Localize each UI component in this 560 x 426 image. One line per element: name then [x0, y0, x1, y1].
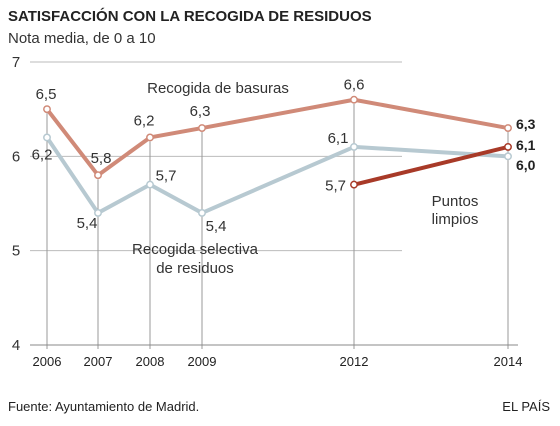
- data-labels: 6,5 5,8 6,2 6,3 6,6 6,2 5,4 5,7 5,4 6,1 5,7 6,3 6,1 6…: [32, 77, 536, 235]
- data-label: 5,4: [77, 215, 98, 232]
- data-point: [504, 152, 512, 161]
- data-point: [43, 105, 51, 114]
- x-tick-label: 2006: [33, 354, 62, 369]
- x-guide-lines: [30, 103, 518, 349]
- source-note: Fuente: Ayuntamiento de Madrid.: [8, 399, 199, 414]
- data-point: [504, 124, 512, 132]
- y-tick-label: 4: [12, 337, 20, 354]
- x-tick-label: 2007: [84, 354, 113, 369]
- data-point: [504, 142, 512, 151]
- data-point: [350, 95, 358, 104]
- data-label: 6,2: [32, 146, 53, 163]
- y-tick-label: 7: [12, 54, 20, 71]
- end-value-label: 6,0: [516, 157, 536, 173]
- legend-puntos-line2: limpios: [432, 211, 479, 228]
- chart-subtitle: Nota media, de 0 a 10: [8, 30, 156, 47]
- data-point: [350, 142, 358, 151]
- x-axis-ticks: 2006 2007 2008 2009 2012 2014: [33, 354, 523, 369]
- end-value-label: 6,1: [516, 137, 536, 153]
- end-value-label: 6,3: [516, 116, 536, 132]
- chart-title: SATISFACCIÓN CON LA RECOGIDA DE RESIDUOS: [8, 7, 372, 25]
- data-point: [198, 124, 206, 132]
- y-tick-label: 5: [12, 243, 20, 260]
- data-label: 6,1: [328, 130, 349, 147]
- data-label: 5,7: [156, 168, 177, 185]
- x-tick-label: 2008: [136, 354, 165, 369]
- data-point: [146, 180, 154, 189]
- data-label: 5,7: [325, 178, 346, 195]
- data-label: 6,2: [134, 112, 155, 129]
- data-label: 6,5: [36, 86, 57, 103]
- legend-puntos-line1: Puntos: [432, 193, 479, 210]
- legend-selectiva-line2: de residuos: [156, 260, 234, 277]
- x-tick-label: 2012: [340, 354, 369, 369]
- series-group: [43, 95, 512, 217]
- data-label: 6,6: [344, 77, 365, 94]
- series-line-1: [45, 135, 510, 215]
- data-point: [146, 133, 154, 142]
- data-label: 5,4: [206, 218, 227, 235]
- legend-selectiva-line1: Recogida selectiva: [132, 241, 259, 258]
- x-tick-label: 2009: [188, 354, 217, 369]
- legend-basuras: Recogida de basuras: [147, 80, 289, 97]
- data-point: [198, 208, 206, 217]
- data-point: [43, 133, 51, 142]
- series-line-2: [352, 144, 510, 187]
- data-label: 6,3: [190, 103, 211, 120]
- data-point: [350, 180, 358, 189]
- x-tick-label: 2014: [494, 354, 523, 369]
- data-label: 5,8: [91, 150, 112, 167]
- brand-label: EL PAÍS: [502, 399, 550, 414]
- y-axis-ticks: 4 5 6 7: [12, 54, 20, 354]
- data-point: [94, 171, 102, 180]
- y-tick-label: 6: [12, 148, 20, 165]
- data-point: [94, 208, 102, 217]
- gridlines: [30, 61, 402, 346]
- series-line-0: [45, 97, 510, 178]
